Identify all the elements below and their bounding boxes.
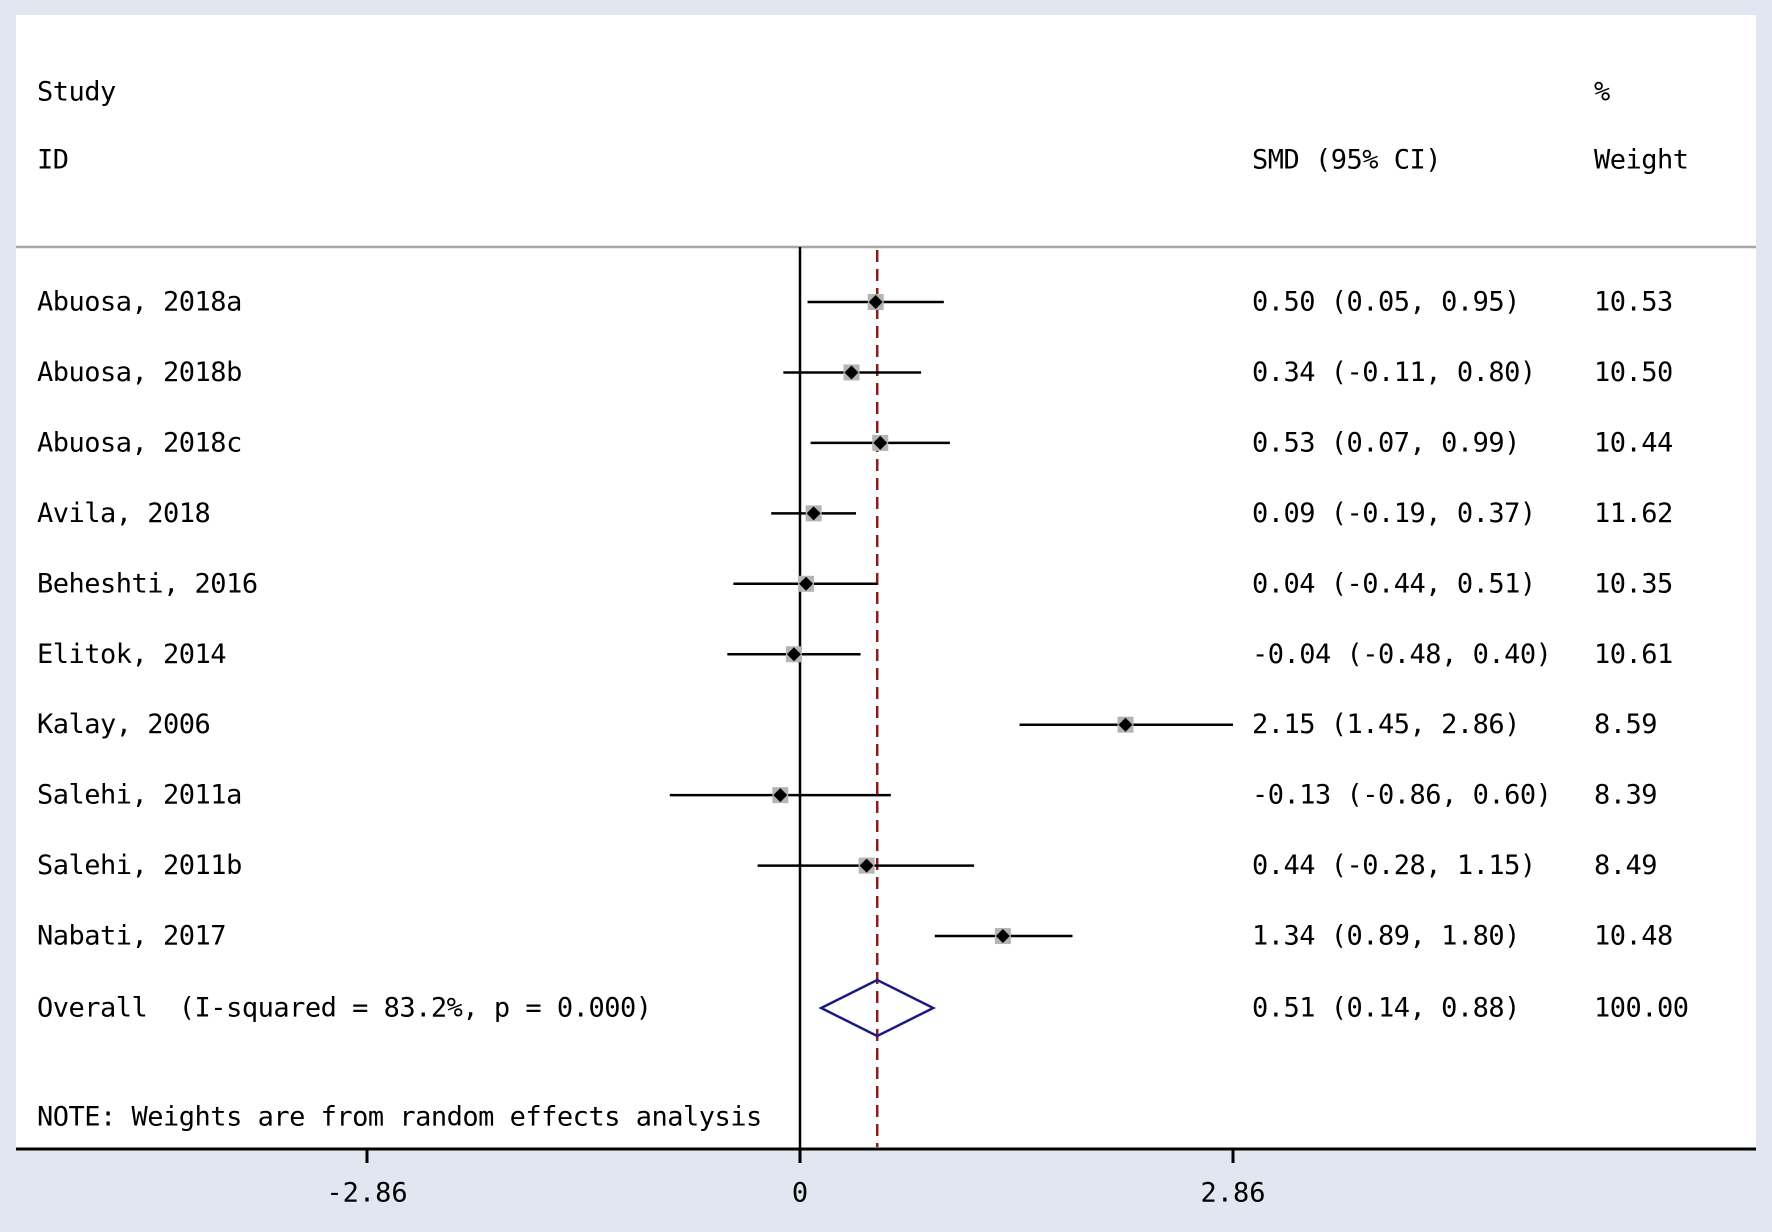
header-effect: SMD (95% CI): [1252, 145, 1441, 176]
x-tick-label: -2.86: [326, 1178, 407, 1209]
study-weight: 10.61: [1594, 639, 1673, 670]
study-row: Elitok, 2014 -0.04 (-0.48, 0.40) 10.61: [37, 639, 1673, 670]
study-label: Kalay, 2006: [37, 709, 210, 740]
point-estimate-icon: [844, 365, 859, 380]
study-label: Abuosa, 2018a: [37, 287, 242, 318]
plot-panel: [16, 15, 1756, 1149]
study-label: Abuosa, 2018b: [37, 357, 242, 388]
study-row: Kalay, 2006 2.15 (1.45, 2.86) 8.59: [37, 709, 1658, 740]
point-estimate-icon: [786, 647, 801, 662]
study-ci: 0.53 (0.07, 0.99): [1252, 427, 1520, 458]
study-row: Abuosa, 2018b 0.34 (-0.11, 0.80) 10.50: [37, 357, 1673, 388]
study-row: Beheshti, 2016 0.04 (-0.44, 0.51) 10.35: [37, 568, 1673, 599]
study-weight: 10.53: [1594, 287, 1673, 318]
point-estimate-icon: [806, 506, 821, 521]
study-weight: 10.50: [1594, 357, 1673, 388]
study-row: Salehi, 2011a -0.13 (-0.86, 0.60) 8.39: [37, 780, 1658, 811]
x-axis-ticks: -2.86 0 2.86: [326, 1149, 1266, 1209]
point-estimate-icon: [868, 295, 883, 309]
point-estimate-icon: [773, 788, 788, 803]
header-weight-percent: %: [1594, 77, 1610, 108]
study-weight: 10.44: [1594, 427, 1673, 458]
x-tick-label: 0: [792, 1178, 808, 1209]
study-row: Salehi, 2011b 0.44 (-0.28, 1.15) 8.49: [37, 850, 1658, 881]
overall-label: Overall (I-squared = 83.2%, p = 0.000): [37, 993, 651, 1024]
study-row: Nabati, 2017 1.34 (0.89, 1.80) 10.48: [37, 921, 1673, 952]
point-estimate-icon: [1118, 717, 1133, 732]
study-ci: 0.09 (-0.19, 0.37): [1252, 498, 1536, 529]
study-weight: 10.35: [1594, 568, 1673, 599]
study-weight: 8.59: [1594, 709, 1657, 740]
overall-row: Overall (I-squared = 83.2%, p = 0.000) 0…: [37, 978, 1689, 1038]
point-estimate-icon: [799, 576, 814, 591]
study-ci: 0.50 (0.05, 0.95): [1252, 287, 1520, 318]
header-weight: Weight: [1594, 145, 1689, 176]
overall-weight: 100.00: [1594, 993, 1689, 1024]
study-ci: -0.04 (-0.48, 0.40): [1252, 639, 1551, 670]
study-rows: Abuosa, 2018a 0.50 (0.05, 0.95) 10.53Abuos…: [37, 287, 1673, 952]
study-label: Avila, 2018: [37, 498, 210, 529]
study-ci: 2.15 (1.45, 2.86): [1252, 709, 1520, 740]
study-row: Abuosa, 2018a 0.50 (0.05, 0.95) 10.53: [37, 287, 1673, 318]
study-label: Abuosa, 2018c: [37, 427, 242, 458]
point-estimate-icon: [873, 435, 888, 450]
study-ci: 0.04 (-0.44, 0.51): [1252, 568, 1536, 599]
study-weight: 10.48: [1594, 921, 1673, 952]
study-ci: 0.34 (-0.11, 0.80): [1252, 357, 1536, 388]
column-headers: Study ID SMD (95% CI) % Weight: [37, 77, 1689, 176]
study-weight: 8.49: [1594, 850, 1657, 881]
study-weight: 11.62: [1594, 498, 1673, 529]
study-label: Beheshti, 2016: [37, 568, 258, 599]
study-label: Salehi, 2011a: [37, 780, 242, 811]
overall-diamond: [818, 978, 937, 1038]
point-estimate-icon: [859, 858, 874, 873]
header-id: ID: [37, 145, 69, 176]
study-ci: 0.44 (-0.28, 1.15): [1252, 850, 1536, 881]
overall-ci: 0.51 (0.14, 0.88): [1252, 993, 1520, 1024]
point-estimate-icon: [995, 929, 1010, 944]
study-row: Avila, 2018 0.09 (-0.19, 0.37) 11.62: [37, 498, 1673, 529]
study-weight: 8.39: [1594, 780, 1657, 811]
study-label: Elitok, 2014: [37, 639, 226, 670]
study-label: Salehi, 2011b: [37, 850, 242, 881]
study-ci: -0.13 (-0.86, 0.60): [1252, 780, 1551, 811]
header-study: Study: [37, 77, 116, 108]
study-row: Abuosa, 2018c 0.53 (0.07, 0.99) 10.44: [37, 427, 1673, 458]
x-tick-label: 2.86: [1200, 1178, 1265, 1209]
weights-note: NOTE: Weights are from random effects an…: [37, 1102, 762, 1133]
study-label: Nabati, 2017: [37, 921, 226, 952]
study-ci: 1.34 (0.89, 1.80): [1252, 921, 1520, 952]
